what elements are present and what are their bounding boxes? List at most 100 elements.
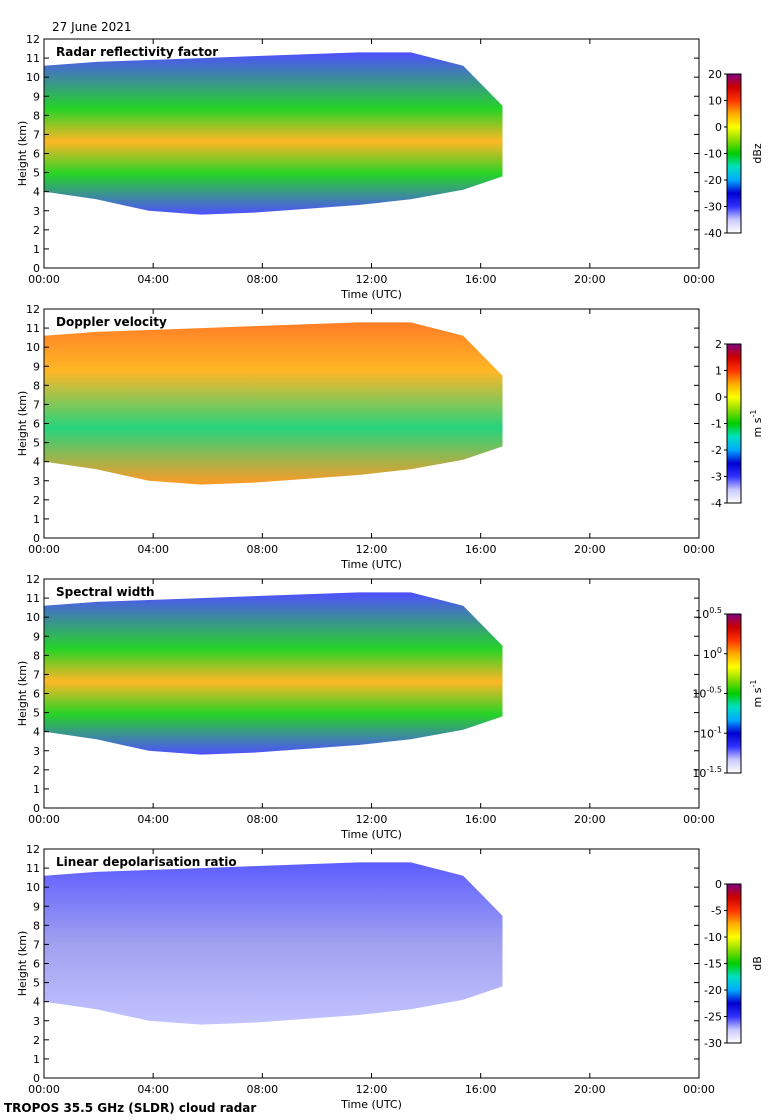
y-axis-label: Height (km): [16, 931, 29, 997]
y-tick-label: 11: [26, 322, 40, 335]
y-tick-label: 0: [33, 1072, 40, 1085]
y-tick-label: 11: [26, 52, 40, 65]
x-tick-label: 08:00: [246, 543, 278, 556]
x-tick-label: 04:00: [137, 543, 169, 556]
chart-title: Radar reflectivity factor: [56, 45, 218, 59]
colorbar-tick-label: 100: [703, 646, 722, 661]
y-tick-label: 10: [26, 881, 40, 894]
colorbar-tick-label: -30: [704, 1037, 722, 1050]
colorbar-tick-label: 10-1: [700, 725, 722, 740]
y-tick-label: 2: [33, 1034, 40, 1047]
colorbar-tick-label: 20: [708, 68, 722, 81]
y-tick-label: 7: [33, 128, 40, 141]
colorbar-tick-label: -10: [704, 148, 722, 161]
y-tick-label: 6: [33, 958, 40, 971]
y-tick-label: 6: [33, 418, 40, 431]
y-tick-label: 6: [33, 688, 40, 701]
colorbar-label: m s-1: [749, 410, 764, 438]
y-tick-label: 5: [33, 167, 40, 180]
colorbar-label: m s-1: [749, 680, 764, 708]
y-tick-label: 0: [33, 802, 40, 815]
colorbar-tick-label: -20: [704, 174, 722, 187]
colorbar-tick-label: -10: [704, 931, 722, 944]
y-tick-label: 4: [33, 726, 40, 739]
x-tick-label: 12:00: [356, 273, 388, 286]
x-tick-label: 12:00: [356, 813, 388, 826]
y-tick-label: 7: [33, 938, 40, 951]
colorbar: [726, 613, 742, 774]
colorbar-label: dB: [751, 956, 764, 971]
y-axis-label: Height (km): [16, 391, 29, 457]
colorbar: [726, 73, 742, 234]
colorbar-tick-label: 100.5: [695, 606, 722, 621]
y-tick-label: 5: [33, 977, 40, 990]
x-tick-label: 00:00: [28, 813, 60, 826]
chart-title: Linear depolarisation ratio: [56, 855, 237, 869]
colorbar-tick-label: -30: [704, 201, 722, 214]
y-tick-label: 8: [33, 379, 40, 392]
reflectivity-panel: Radar reflectivity factor 0 1 2 3 4 5 6 7 8 9 10 11 1…: [0, 30, 780, 301]
y-tick-label: 12: [26, 303, 40, 316]
colorbar-tick-label: 10: [708, 95, 722, 108]
y-tick-label: 9: [33, 900, 40, 913]
colorbar-tick-label: -2: [711, 444, 722, 457]
y-tick-label: 2: [33, 494, 40, 507]
date-label: 27 June 2021: [52, 20, 132, 34]
y-tick-label: 9: [33, 630, 40, 643]
colorbar-label: dBz: [751, 143, 764, 164]
x-axis-label: Time (UTC): [340, 288, 402, 300]
y-tick-label: 12: [26, 843, 40, 856]
colorbar-tick-label: -4: [711, 497, 722, 510]
y-tick-label: 6: [33, 148, 40, 161]
y-tick-label: 3: [33, 1015, 40, 1028]
y-tick-label: 8: [33, 649, 40, 662]
x-tick-label: 04:00: [137, 813, 169, 826]
colorbar-tick-label: 0: [715, 121, 722, 134]
colorbar-tick-label: -25: [704, 1011, 722, 1024]
x-tick-label: 08:00: [246, 273, 278, 286]
y-tick-label: 0: [33, 262, 40, 275]
x-tick-label: 00:00: [683, 1083, 715, 1096]
chart-svg: Linear depolarisation ratio0123456789101…: [16, 843, 764, 1111]
x-tick-label: 04:00: [137, 1083, 169, 1096]
chart-title: Spectral width: [56, 585, 155, 599]
x-tick-label: 00:00: [28, 543, 60, 556]
x-tick-label: 16:00: [465, 273, 497, 286]
y-tick-label: 10: [26, 71, 40, 84]
y-tick-label: 1: [33, 1053, 40, 1066]
x-tick-label: 04:00: [137, 273, 169, 286]
y-tick-label: 8: [33, 109, 40, 122]
colorbar: [726, 343, 742, 504]
x-tick-label: 20:00: [574, 1083, 606, 1096]
x-tick-label: 00:00: [28, 1083, 60, 1096]
y-tick-label: 3: [33, 745, 40, 758]
colorbar-tick-label: -20: [704, 984, 722, 997]
colorbar: [726, 883, 742, 1044]
colorbar-tick-label: 0: [715, 391, 722, 404]
y-axis-label: Height (km): [16, 121, 29, 187]
y-tick-label: 9: [33, 90, 40, 103]
x-tick-label: 20:00: [574, 543, 606, 556]
radar-echo-field: [44, 52, 503, 215]
radar-echo-field: [44, 862, 503, 1025]
colorbar-tick-label: 2: [715, 338, 722, 351]
y-tick-label: 8: [33, 919, 40, 932]
x-axis-label: Time (UTC): [340, 1098, 402, 1110]
y-tick-label: 2: [33, 224, 40, 237]
x-tick-label: 16:00: [465, 543, 497, 556]
radar-echo-field: [44, 592, 503, 755]
y-tick-label: 5: [33, 707, 40, 720]
colorbar-tick-label: -1: [711, 418, 722, 431]
x-tick-label: 00:00: [683, 543, 715, 556]
x-tick-label: 08:00: [246, 813, 278, 826]
spectral-width-panel: Spectral width 0 1 2 3 4 5 6 7 8 9 10 11 12 00:00 04:00…: [0, 570, 780, 841]
y-tick-label: 10: [26, 611, 40, 624]
x-tick-label: 16:00: [465, 1083, 497, 1096]
colorbar-tick-label: 0: [715, 878, 722, 891]
x-tick-label: 12:00: [356, 1083, 388, 1096]
colorbar-tick-label: -15: [704, 958, 722, 971]
x-tick-label: 00:00: [683, 273, 715, 286]
y-tick-label: 10: [26, 341, 40, 354]
